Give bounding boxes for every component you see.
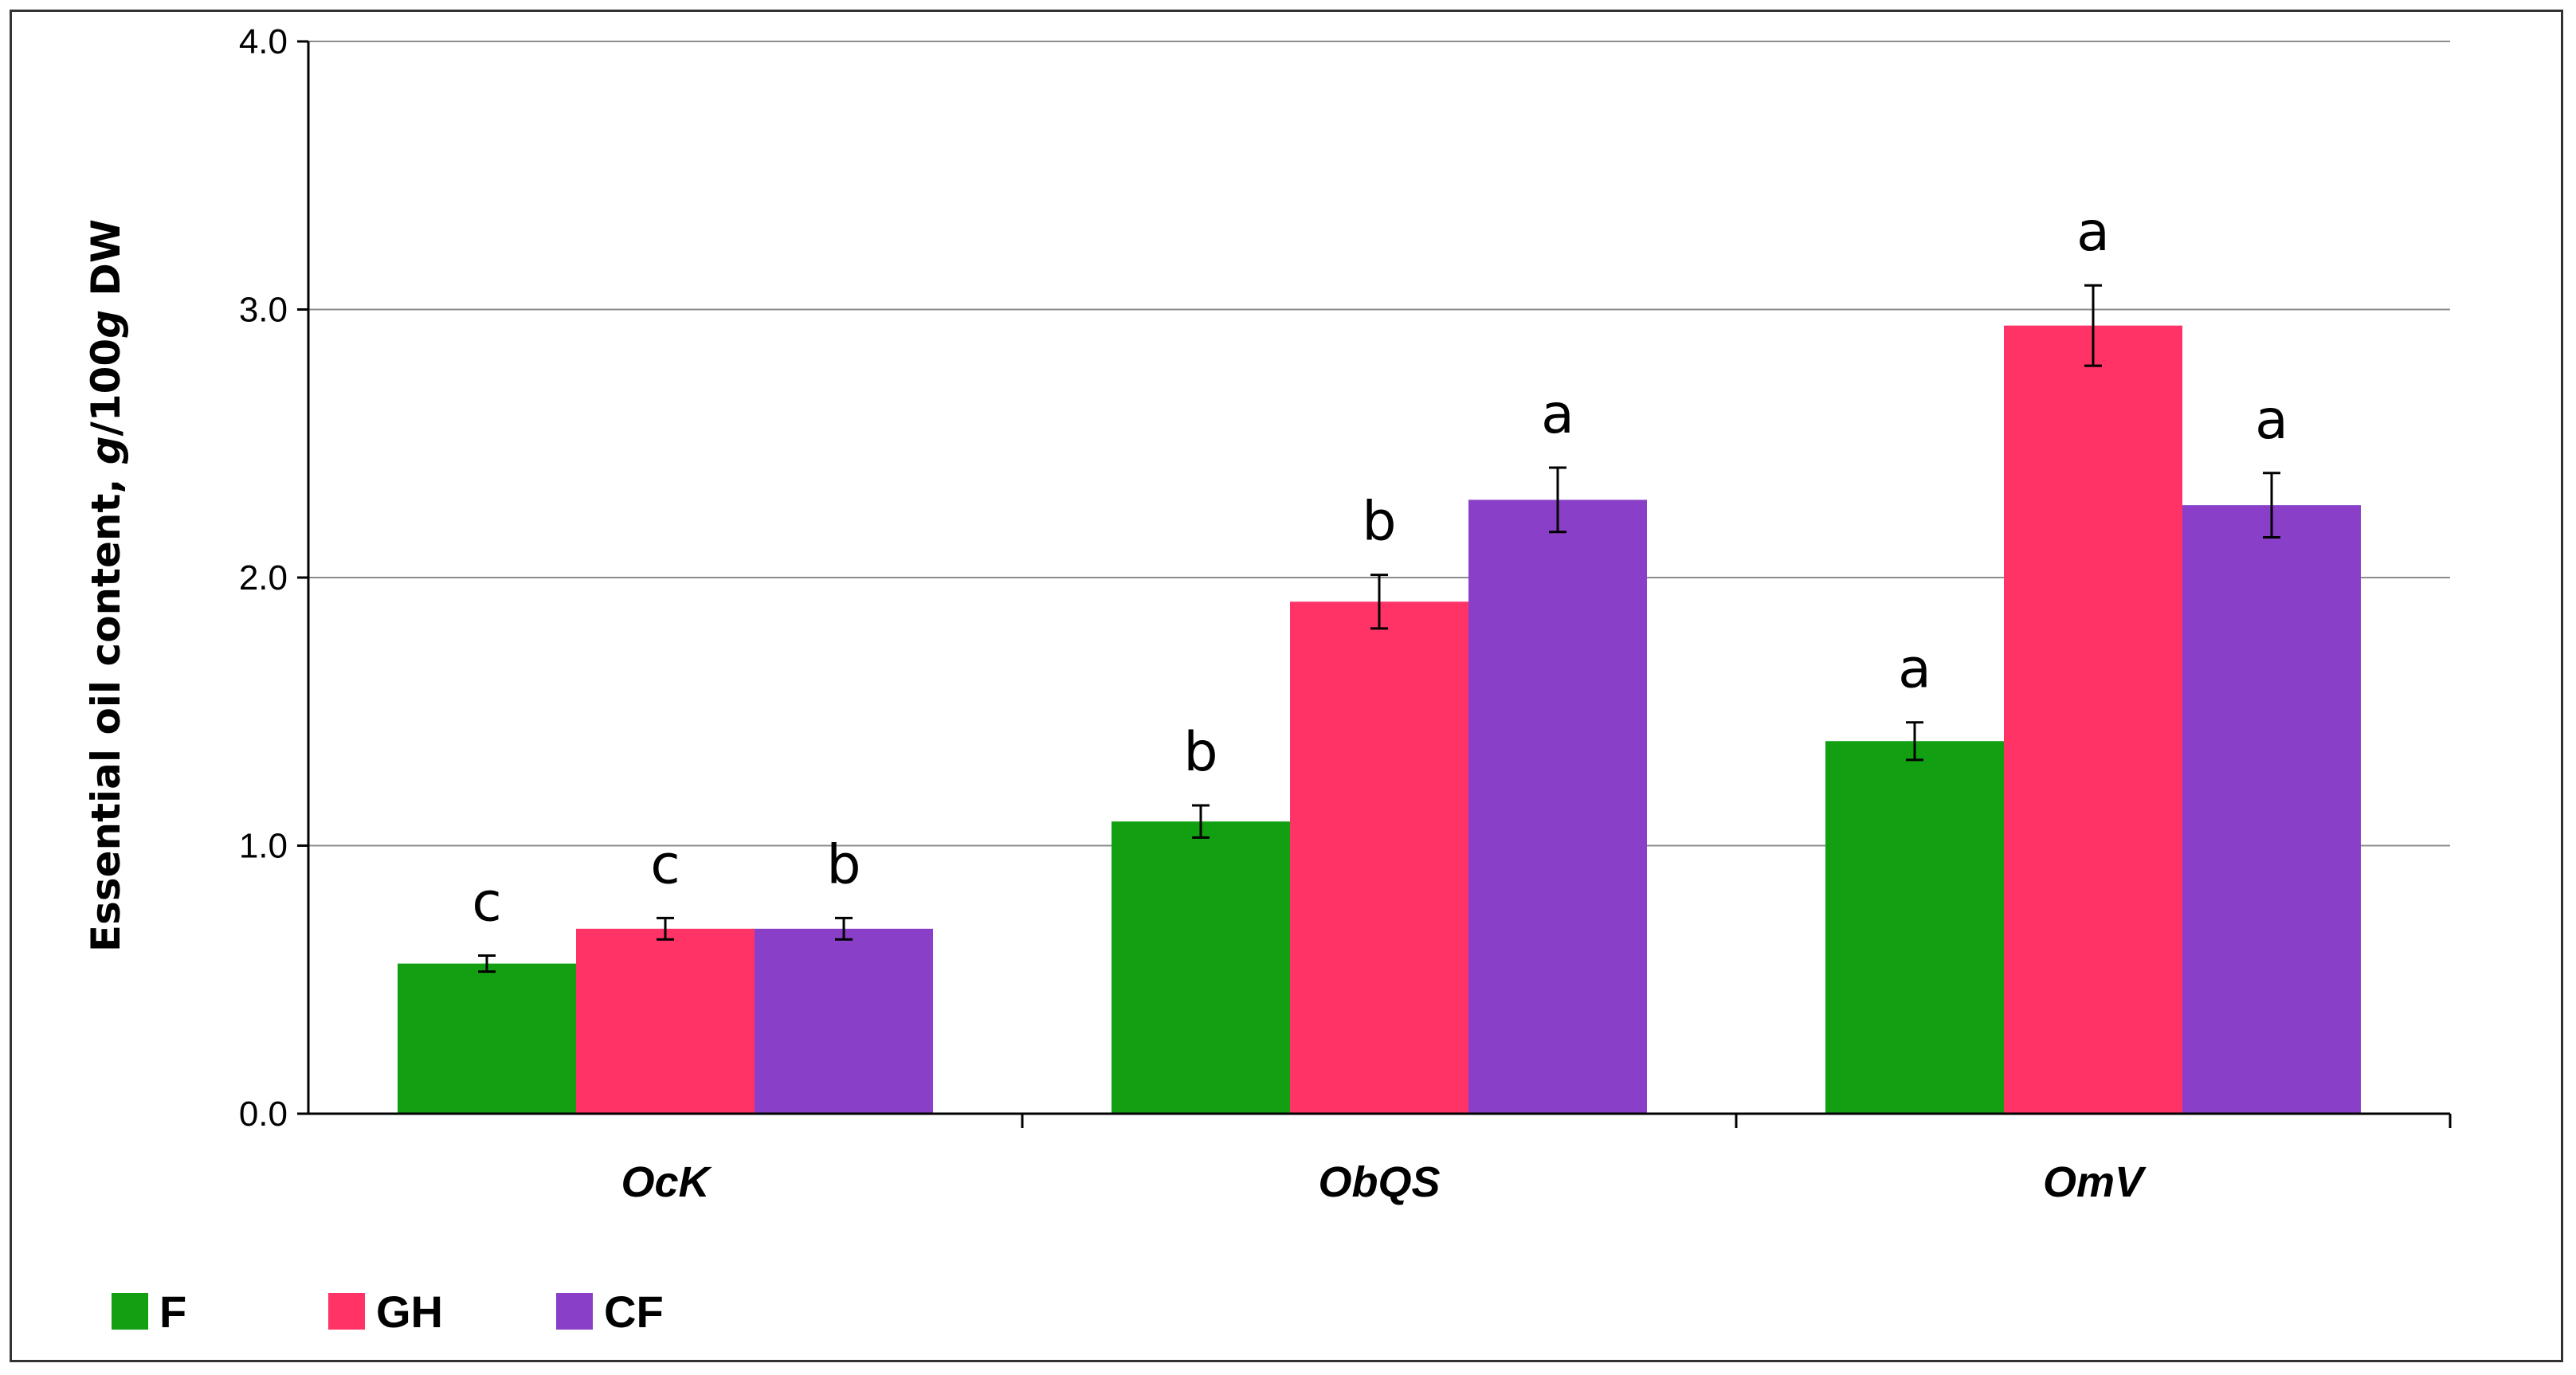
y-tick-label: 4.0	[239, 22, 288, 61]
y-axis-title-part: Essential oil content,	[83, 464, 129, 952]
significance-letter: b	[826, 833, 861, 896]
bars	[398, 284, 2361, 1114]
y-tick-label: 1.0	[239, 827, 288, 866]
legend-label-GH: GH	[376, 1287, 443, 1337]
significance-letter: a	[2255, 389, 2288, 452]
y-tick-label: 3.0	[239, 291, 288, 330]
legend-label-CF: CF	[604, 1287, 664, 1337]
legend-label-F: F	[159, 1287, 186, 1337]
significance-letter: b	[1362, 491, 1396, 554]
legend-swatch-CF	[556, 1293, 593, 1330]
x-tick-label-ObQS: ObQS	[1318, 1158, 1440, 1206]
bar-CF-ObQS	[1468, 499, 1647, 1114]
bar-F-OmV	[1825, 741, 2004, 1114]
y-axis-title-part: g	[83, 436, 129, 464]
axes	[297, 40, 2452, 1128]
y-tick-label: 2.0	[239, 558, 288, 597]
significance-letter: a	[2076, 201, 2110, 264]
y-axis-title-part: /100	[83, 339, 129, 437]
y-axis-title-part: DW	[83, 219, 129, 310]
bar-GH-OmV	[2004, 325, 2182, 1114]
significance-letter: b	[1183, 721, 1217, 784]
significance-letter: c	[472, 871, 501, 934]
significance-letter: a	[1898, 638, 1931, 701]
bar-CF-OcK	[755, 928, 933, 1114]
legend: F GH CF	[112, 1287, 664, 1337]
bar-F-OcK	[398, 963, 576, 1114]
y-axis-title-part: g	[83, 310, 129, 339]
bar-F-ObQS	[1112, 821, 1290, 1114]
x-tick-label-OcK: OcK	[621, 1158, 712, 1206]
legend-swatch-F	[112, 1293, 148, 1330]
legend-swatch-GH	[328, 1293, 365, 1330]
bar-CF-OmV	[2182, 505, 2361, 1114]
labels: 0.0 1.0 2.0 3.0 4.0 c c b OcK b b a ObQS a a a OmV Essent…	[83, 22, 2288, 1206]
y-axis-title: Essential oil content, g/100g DW	[83, 219, 129, 952]
significance-letter: c	[650, 833, 680, 896]
x-tick-label-OmV: OmV	[2043, 1158, 2147, 1206]
significance-letter: a	[1541, 383, 1574, 446]
bar-GH-ObQS	[1290, 601, 1468, 1114]
y-tick-label: 0.0	[239, 1095, 288, 1134]
bar-GH-OcK	[576, 928, 755, 1114]
